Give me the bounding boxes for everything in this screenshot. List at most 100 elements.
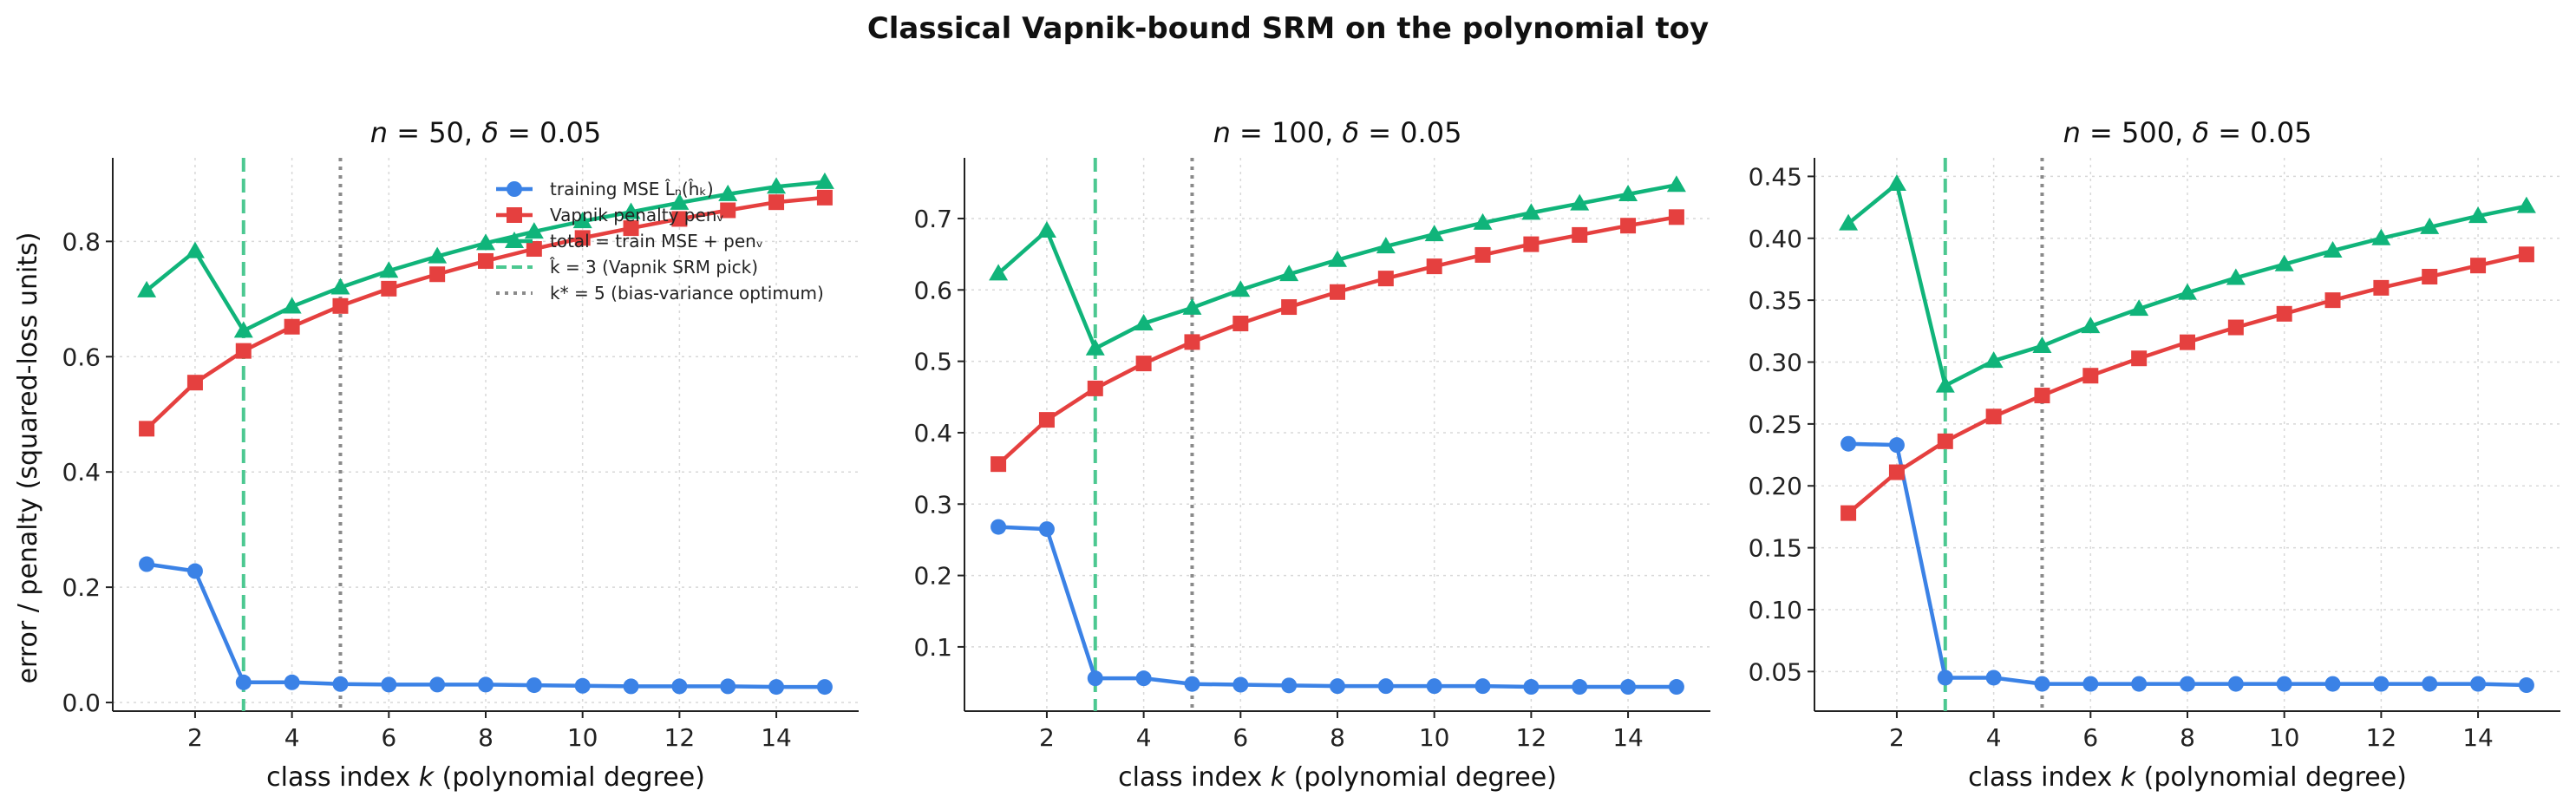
- x-tick-label: 6: [2082, 723, 2098, 752]
- series-line-train: [997, 525, 1677, 689]
- legend-marker-pen: [507, 207, 522, 223]
- data-point-pen: [2470, 258, 2487, 274]
- data-point-train: [1087, 670, 1103, 687]
- panel-3: 2 4 6 8 10 12 14 0.05 0.10 0.15 0.20 0.25 0.30 0.35 0.…: [1749, 116, 2560, 793]
- data-point-total: [1231, 280, 1251, 297]
- data-point-pen: [1985, 408, 2002, 425]
- data-point-pen: [1474, 246, 1491, 263]
- chart-panels: 2 4 6 8 10 12 14 0.0 0.2 0.4 0.6 0.8 class index k (…: [62, 116, 2560, 793]
- panel-title: n = 50, δ = 0.05: [370, 116, 601, 149]
- data-point-pen: [526, 241, 542, 258]
- data-point-train: [768, 679, 785, 696]
- data-point-pen: [1620, 218, 1637, 234]
- data-point-train: [2373, 676, 2390, 692]
- data-point-train: [1377, 678, 1394, 695]
- data-point-train: [671, 678, 688, 695]
- legend-item-total: total = train MSE + penᵥ: [496, 231, 763, 251]
- data-point-train: [1888, 437, 1905, 454]
- data-point-total: [2468, 206, 2488, 224]
- series-line-train: [1848, 441, 2527, 688]
- data-point-train: [1135, 670, 1152, 687]
- data-point-total: [282, 297, 302, 314]
- data-point-pen: [816, 189, 833, 206]
- data-point-total: [2371, 228, 2391, 245]
- data-point-total: [814, 172, 834, 189]
- data-point-train: [1985, 670, 2002, 686]
- data-point-train: [1668, 679, 1684, 696]
- legend-item-kstar: k* = 5 (bias-variance optimum): [496, 283, 824, 304]
- legend-label: total = train MSE + penᵥ: [550, 231, 763, 251]
- data-point-pen: [1937, 433, 1953, 449]
- data-point-total: [137, 280, 157, 297]
- data-point-train: [2470, 676, 2487, 692]
- data-point-total: [2323, 241, 2343, 258]
- legend-item-khat: k̂ = 3 (Vapnik SRM pick): [496, 257, 758, 278]
- y-tick-label: 0.6: [913, 276, 952, 304]
- data-point-total: [1570, 193, 1590, 211]
- data-point-train: [1572, 679, 1588, 696]
- data-point-train: [1937, 670, 1953, 686]
- y-tick-label: 0.0: [62, 689, 101, 717]
- y-tick-label: 0.3: [913, 490, 952, 519]
- data-point-pen: [2131, 350, 2148, 367]
- data-point-train: [332, 676, 349, 692]
- data-point-total: [1134, 313, 1154, 330]
- data-point-pen: [139, 421, 155, 437]
- data-point-train: [284, 674, 300, 690]
- data-point-train: [1281, 677, 1298, 694]
- data-point-total: [185, 241, 205, 258]
- y-tick-label: 0.8: [62, 227, 101, 256]
- data-point-pen: [1135, 356, 1152, 372]
- data-point-pen: [478, 252, 494, 269]
- data-point-pen: [2373, 279, 2390, 296]
- data-point-train: [2082, 676, 2099, 692]
- data-point-pen: [2276, 305, 2292, 322]
- data-point-pen: [1572, 226, 1588, 243]
- data-point-train: [2227, 676, 2244, 692]
- x-tick-label: 2: [1039, 723, 1055, 752]
- data-point-train: [2518, 677, 2534, 694]
- y-tick-label: 0.4: [62, 458, 101, 487]
- data-point-total: [1666, 175, 1686, 193]
- x-tick-label: 8: [478, 723, 494, 752]
- data-point-total: [1182, 297, 1202, 315]
- data-point-pen: [332, 297, 349, 314]
- data-point-pen: [623, 220, 639, 237]
- data-point-pen: [2324, 292, 2341, 309]
- data-point-total: [1424, 225, 1444, 242]
- x-tick-label: 12: [2366, 723, 2397, 752]
- data-point-train: [623, 678, 639, 695]
- data-point-pen: [1232, 315, 1249, 331]
- data-point-total: [1618, 184, 1638, 201]
- x-tick-label: 14: [1612, 723, 1644, 752]
- data-point-total: [2129, 299, 2149, 317]
- panel-title: n = 500, δ = 0.05: [2063, 116, 2312, 149]
- data-point-train: [720, 678, 736, 695]
- panel-2: 2 4 6 8 10 12 14 0.1 0.2 0.3 0.4 0.5 0.6 0.7 class ind…: [913, 116, 1710, 793]
- x-tick-label: 12: [1516, 723, 1547, 752]
- data-point-total: [989, 264, 1009, 281]
- data-point-pen: [1377, 271, 1394, 287]
- data-point-train: [574, 677, 591, 694]
- data-point-train: [2034, 676, 2050, 692]
- data-point-total: [1521, 203, 1541, 220]
- data-point-pen: [2034, 388, 2050, 404]
- data-point-train: [1426, 678, 1442, 695]
- y-tick-label: 0.40: [1749, 225, 1802, 253]
- y-tick-label: 0.2: [913, 562, 952, 591]
- data-point-pen: [1038, 412, 1055, 428]
- data-point-total: [233, 321, 253, 338]
- x-tick-label: 10: [1419, 723, 1450, 752]
- data-point-total: [767, 177, 787, 194]
- data-point-train: [1840, 435, 1857, 452]
- data-point-pen: [2227, 319, 2244, 336]
- data-point-train: [1232, 676, 1249, 693]
- data-point-total: [621, 202, 641, 219]
- data-point-total: [670, 193, 690, 210]
- y-tick-label: 0.1: [913, 633, 952, 662]
- data-point-total: [1328, 250, 1347, 267]
- legend-label: k̂ = 3 (Vapnik SRM pick): [550, 257, 758, 278]
- data-point-total: [1984, 351, 2004, 369]
- data-point-train: [1184, 676, 1200, 692]
